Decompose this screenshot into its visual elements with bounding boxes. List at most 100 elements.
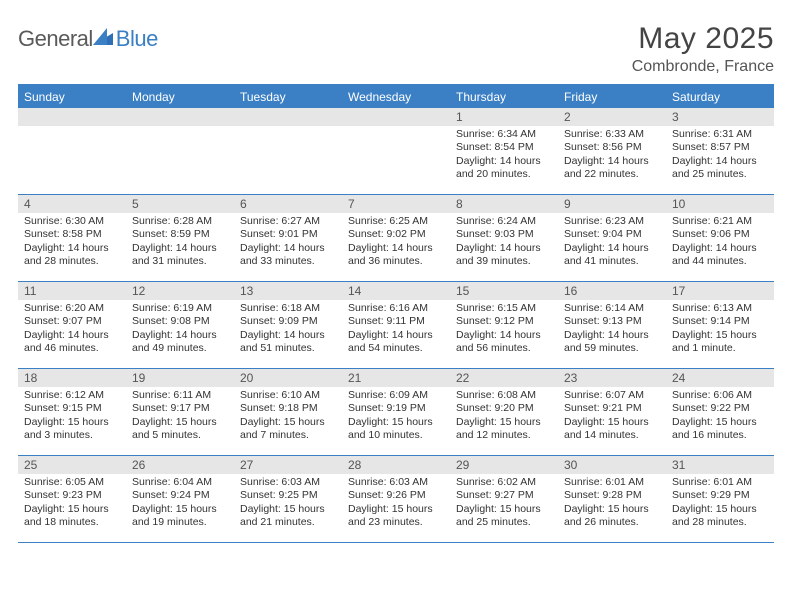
- daylight-text: Daylight: 15 hours and 3 minutes.: [24, 416, 120, 443]
- day-cell: 2Sunrise: 6:33 AMSunset: 8:56 PMDaylight…: [558, 108, 666, 194]
- day-cell: 24Sunrise: 6:06 AMSunset: 9:22 PMDayligh…: [666, 369, 774, 455]
- day-cell: 16Sunrise: 6:14 AMSunset: 9:13 PMDayligh…: [558, 282, 666, 368]
- sunrise-text: Sunrise: 6:03 AM: [240, 476, 336, 489]
- day-body: Sunrise: 6:11 AMSunset: 9:17 PMDaylight:…: [126, 387, 234, 447]
- sunrise-text: Sunrise: 6:21 AM: [672, 215, 768, 228]
- brand-part2: Blue: [116, 26, 158, 52]
- calendar: Sunday Monday Tuesday Wednesday Thursday…: [18, 84, 774, 543]
- sunset-text: Sunset: 9:09 PM: [240, 315, 336, 328]
- sunrise-text: Sunrise: 6:03 AM: [348, 476, 444, 489]
- day-body: Sunrise: 6:09 AMSunset: 9:19 PMDaylight:…: [342, 387, 450, 447]
- daylight-text: Daylight: 15 hours and 19 minutes.: [132, 503, 228, 530]
- sunset-text: Sunset: 8:59 PM: [132, 228, 228, 241]
- sunrise-text: Sunrise: 6:14 AM: [564, 302, 660, 315]
- day-number: 30: [558, 456, 666, 474]
- sunrise-text: Sunrise: 6:25 AM: [348, 215, 444, 228]
- daylight-text: Daylight: 14 hours and 31 minutes.: [132, 242, 228, 269]
- week-row: 1Sunrise: 6:34 AMSunset: 8:54 PMDaylight…: [18, 108, 774, 195]
- sunset-text: Sunset: 9:03 PM: [456, 228, 552, 241]
- sunset-text: Sunset: 9:19 PM: [348, 402, 444, 415]
- day-header-sunday: Sunday: [18, 86, 126, 108]
- day-body: Sunrise: 6:01 AMSunset: 9:29 PMDaylight:…: [666, 474, 774, 534]
- daylight-text: Daylight: 15 hours and 23 minutes.: [348, 503, 444, 530]
- sunset-text: Sunset: 9:12 PM: [456, 315, 552, 328]
- day-header-wednesday: Wednesday: [342, 86, 450, 108]
- day-cell: 21Sunrise: 6:09 AMSunset: 9:19 PMDayligh…: [342, 369, 450, 455]
- day-body: Sunrise: 6:14 AMSunset: 9:13 PMDaylight:…: [558, 300, 666, 360]
- day-cell: 13Sunrise: 6:18 AMSunset: 9:09 PMDayligh…: [234, 282, 342, 368]
- sunset-text: Sunset: 9:20 PM: [456, 402, 552, 415]
- day-body: Sunrise: 6:21 AMSunset: 9:06 PMDaylight:…: [666, 213, 774, 273]
- sunset-text: Sunset: 9:02 PM: [348, 228, 444, 241]
- sunset-text: Sunset: 9:11 PM: [348, 315, 444, 328]
- daylight-text: Daylight: 15 hours and 12 minutes.: [456, 416, 552, 443]
- day-number: 5: [126, 195, 234, 213]
- sunrise-text: Sunrise: 6:06 AM: [672, 389, 768, 402]
- day-body: Sunrise: 6:10 AMSunset: 9:18 PMDaylight:…: [234, 387, 342, 447]
- daylight-text: Daylight: 14 hours and 20 minutes.: [456, 155, 552, 182]
- brand-part1: General: [18, 26, 93, 52]
- day-body: Sunrise: 6:34 AMSunset: 8:54 PMDaylight:…: [450, 126, 558, 186]
- sunrise-text: Sunrise: 6:16 AM: [348, 302, 444, 315]
- day-cell: 19Sunrise: 6:11 AMSunset: 9:17 PMDayligh…: [126, 369, 234, 455]
- week-row: 25Sunrise: 6:05 AMSunset: 9:23 PMDayligh…: [18, 456, 774, 543]
- day-number: 23: [558, 369, 666, 387]
- day-number: 29: [450, 456, 558, 474]
- sunset-text: Sunset: 9:24 PM: [132, 489, 228, 502]
- day-body: [342, 126, 450, 132]
- daylight-text: Daylight: 14 hours and 56 minutes.: [456, 329, 552, 356]
- sunset-text: Sunset: 9:28 PM: [564, 489, 660, 502]
- sunrise-text: Sunrise: 6:02 AM: [456, 476, 552, 489]
- sunset-text: Sunset: 9:01 PM: [240, 228, 336, 241]
- title-block: May 2025 Combronde, France: [632, 22, 774, 76]
- day-number: 19: [126, 369, 234, 387]
- daylight-text: Daylight: 15 hours and 28 minutes.: [672, 503, 768, 530]
- day-body: Sunrise: 6:25 AMSunset: 9:02 PMDaylight:…: [342, 213, 450, 273]
- daylight-text: Daylight: 15 hours and 10 minutes.: [348, 416, 444, 443]
- brand-mark-icon: [93, 28, 113, 51]
- day-cell: 28Sunrise: 6:03 AMSunset: 9:26 PMDayligh…: [342, 456, 450, 542]
- sunrise-text: Sunrise: 6:28 AM: [132, 215, 228, 228]
- day-cell: 5 Sunrise: 6:28 AMSunset: 8:59 PMDaylight…: [126, 195, 234, 281]
- day-cell: 23Sunrise: 6:07 AMSunset: 9:21 PMDayligh…: [558, 369, 666, 455]
- sunrise-text: Sunrise: 6:19 AM: [132, 302, 228, 315]
- day-cell: 22Sunrise: 6:08 AMSunset: 9:20 PMDayligh…: [450, 369, 558, 455]
- daylight-text: Daylight: 14 hours and 54 minutes.: [348, 329, 444, 356]
- sunrise-text: Sunrise: 6:09 AM: [348, 389, 444, 402]
- day-cell: 27Sunrise: 6:03 AMSunset: 9:25 PMDayligh…: [234, 456, 342, 542]
- sunrise-text: Sunrise: 6:07 AM: [564, 389, 660, 402]
- daylight-text: Daylight: 15 hours and 21 minutes.: [240, 503, 336, 530]
- sunset-text: Sunset: 8:57 PM: [672, 141, 768, 154]
- day-body: Sunrise: 6:31 AMSunset: 8:57 PMDaylight:…: [666, 126, 774, 186]
- week-row: 18Sunrise: 6:12 AMSunset: 9:15 PMDayligh…: [18, 369, 774, 456]
- daylight-text: Daylight: 14 hours and 22 minutes.: [564, 155, 660, 182]
- day-number: [126, 108, 234, 126]
- day-cell: 11Sunrise: 6:20 AMSunset: 9:07 PMDayligh…: [18, 282, 126, 368]
- day-cell: [18, 108, 126, 194]
- day-body: Sunrise: 6:18 AMSunset: 9:09 PMDaylight:…: [234, 300, 342, 360]
- daylight-text: Daylight: 15 hours and 1 minute.: [672, 329, 768, 356]
- day-number: 17: [666, 282, 774, 300]
- daylight-text: Daylight: 15 hours and 14 minutes.: [564, 416, 660, 443]
- day-cell: 14Sunrise: 6:16 AMSunset: 9:11 PMDayligh…: [342, 282, 450, 368]
- day-cell: 1Sunrise: 6:34 AMSunset: 8:54 PMDaylight…: [450, 108, 558, 194]
- daylight-text: Daylight: 15 hours and 16 minutes.: [672, 416, 768, 443]
- day-cell: 17Sunrise: 6:13 AMSunset: 9:14 PMDayligh…: [666, 282, 774, 368]
- day-number: 22: [450, 369, 558, 387]
- day-body: Sunrise: 6:04 AMSunset: 9:24 PMDaylight:…: [126, 474, 234, 534]
- sunrise-text: Sunrise: 6:31 AM: [672, 128, 768, 141]
- daylight-text: Daylight: 14 hours and 33 minutes.: [240, 242, 336, 269]
- daylight-text: Daylight: 15 hours and 5 minutes.: [132, 416, 228, 443]
- day-cell: 31Sunrise: 6:01 AMSunset: 9:29 PMDayligh…: [666, 456, 774, 542]
- day-body: Sunrise: 6:16 AMSunset: 9:11 PMDaylight:…: [342, 300, 450, 360]
- day-number: 9: [558, 195, 666, 213]
- sunrise-text: Sunrise: 6:15 AM: [456, 302, 552, 315]
- sunset-text: Sunset: 9:25 PM: [240, 489, 336, 502]
- daylight-text: Daylight: 14 hours and 49 minutes.: [132, 329, 228, 356]
- sunrise-text: Sunrise: 6:34 AM: [456, 128, 552, 141]
- day-number: 21: [342, 369, 450, 387]
- day-body: Sunrise: 6:27 AMSunset: 9:01 PMDaylight:…: [234, 213, 342, 273]
- sunset-text: Sunset: 9:27 PM: [456, 489, 552, 502]
- day-number: 10: [666, 195, 774, 213]
- sunrise-text: Sunrise: 6:33 AM: [564, 128, 660, 141]
